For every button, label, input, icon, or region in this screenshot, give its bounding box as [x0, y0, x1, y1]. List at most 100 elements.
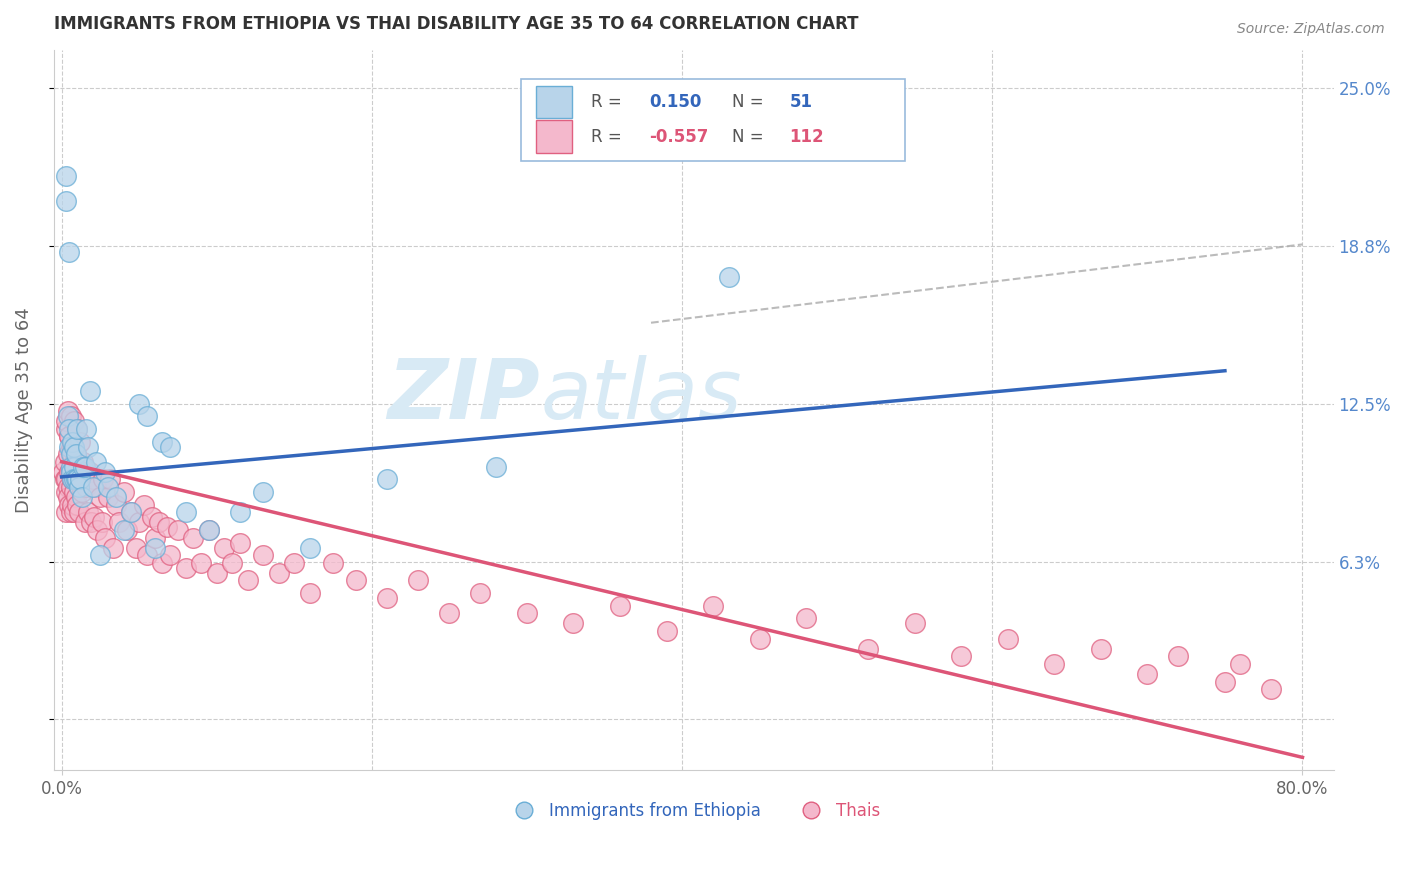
Point: [214, 541, 236, 555]
Point: [65, 472, 87, 486]
Point: [470, 586, 492, 600]
Point: [485, 459, 508, 474]
Point: [66, 472, 89, 486]
Point: [73, 516, 96, 530]
Point: [72, 455, 94, 469]
Point: [104, 490, 127, 504]
Point: [89, 490, 111, 504]
Point: [97, 490, 120, 504]
Point: [62, 472, 84, 486]
Point: [128, 516, 150, 530]
Point: [183, 531, 205, 545]
Point: [1213, 674, 1236, 689]
Point: [1167, 649, 1189, 664]
Point: [94, 531, 117, 545]
Point: [58, 429, 80, 443]
Point: [59, 480, 82, 494]
Point: [252, 548, 274, 562]
Point: [86, 523, 108, 537]
Point: [58, 498, 80, 512]
Point: [66, 422, 89, 436]
Text: 112: 112: [790, 128, 824, 146]
Point: [52, 465, 75, 479]
Point: [59, 505, 82, 519]
Text: 0.150: 0.150: [650, 94, 702, 112]
Text: 51: 51: [790, 94, 813, 112]
Point: [93, 472, 115, 486]
Text: Source: ZipAtlas.com: Source: ZipAtlas.com: [1237, 22, 1385, 37]
Point: [98, 472, 121, 486]
Legend: Immigrants from Ethiopia, Thais: Immigrants from Ethiopia, Thais: [501, 795, 887, 827]
Point: [75, 480, 97, 494]
Point: [108, 516, 131, 530]
Point: [63, 472, 86, 486]
Point: [79, 384, 101, 398]
Point: [62, 447, 84, 461]
FancyBboxPatch shape: [520, 78, 905, 161]
Point: [125, 541, 148, 555]
Point: [609, 599, 631, 613]
Point: [80, 516, 103, 530]
Point: [56, 447, 79, 461]
Point: [89, 548, 111, 562]
Point: [55, 422, 77, 436]
Point: [104, 498, 127, 512]
Point: [236, 574, 259, 588]
Point: [83, 510, 105, 524]
Point: [997, 632, 1019, 646]
Point: [115, 523, 138, 537]
Point: [344, 574, 367, 588]
Point: [794, 611, 817, 625]
Point: [97, 480, 120, 494]
Point: [55, 485, 77, 500]
Point: [856, 641, 879, 656]
Text: N =: N =: [733, 94, 769, 112]
Point: [1260, 682, 1282, 697]
Point: [152, 434, 174, 449]
Point: [141, 510, 163, 524]
Point: [63, 414, 86, 428]
Point: [63, 440, 86, 454]
Point: [73, 459, 96, 474]
Point: [75, 422, 97, 436]
Point: [221, 556, 243, 570]
Point: [252, 485, 274, 500]
Point: [174, 561, 197, 575]
Point: [73, 465, 96, 479]
Point: [59, 440, 82, 454]
Point: [152, 556, 174, 570]
Point: [112, 485, 135, 500]
Point: [58, 440, 80, 454]
Point: [135, 548, 157, 562]
Point: [53, 472, 76, 486]
Point: [72, 459, 94, 474]
Point: [65, 465, 87, 479]
Point: [63, 455, 86, 469]
Point: [59, 447, 82, 461]
Point: [63, 459, 86, 474]
Point: [62, 434, 84, 449]
Point: [717, 270, 740, 285]
Y-axis label: Disability Age 35 to 64: Disability Age 35 to 64: [15, 307, 32, 513]
Point: [66, 422, 89, 436]
Point: [120, 505, 142, 519]
Point: [56, 404, 79, 418]
Point: [55, 194, 77, 209]
Point: [267, 566, 290, 580]
Point: [70, 490, 93, 504]
Point: [69, 434, 91, 449]
Point: [77, 440, 100, 454]
Point: [702, 599, 724, 613]
Point: [67, 505, 90, 519]
Point: [298, 586, 321, 600]
Point: [58, 244, 80, 259]
Point: [229, 505, 252, 519]
Point: [59, 465, 82, 479]
Point: [904, 616, 927, 631]
Point: [101, 541, 124, 555]
Point: [950, 649, 973, 664]
Point: [62, 498, 84, 512]
Point: [205, 566, 228, 580]
Point: [53, 455, 76, 469]
Point: [59, 459, 82, 474]
